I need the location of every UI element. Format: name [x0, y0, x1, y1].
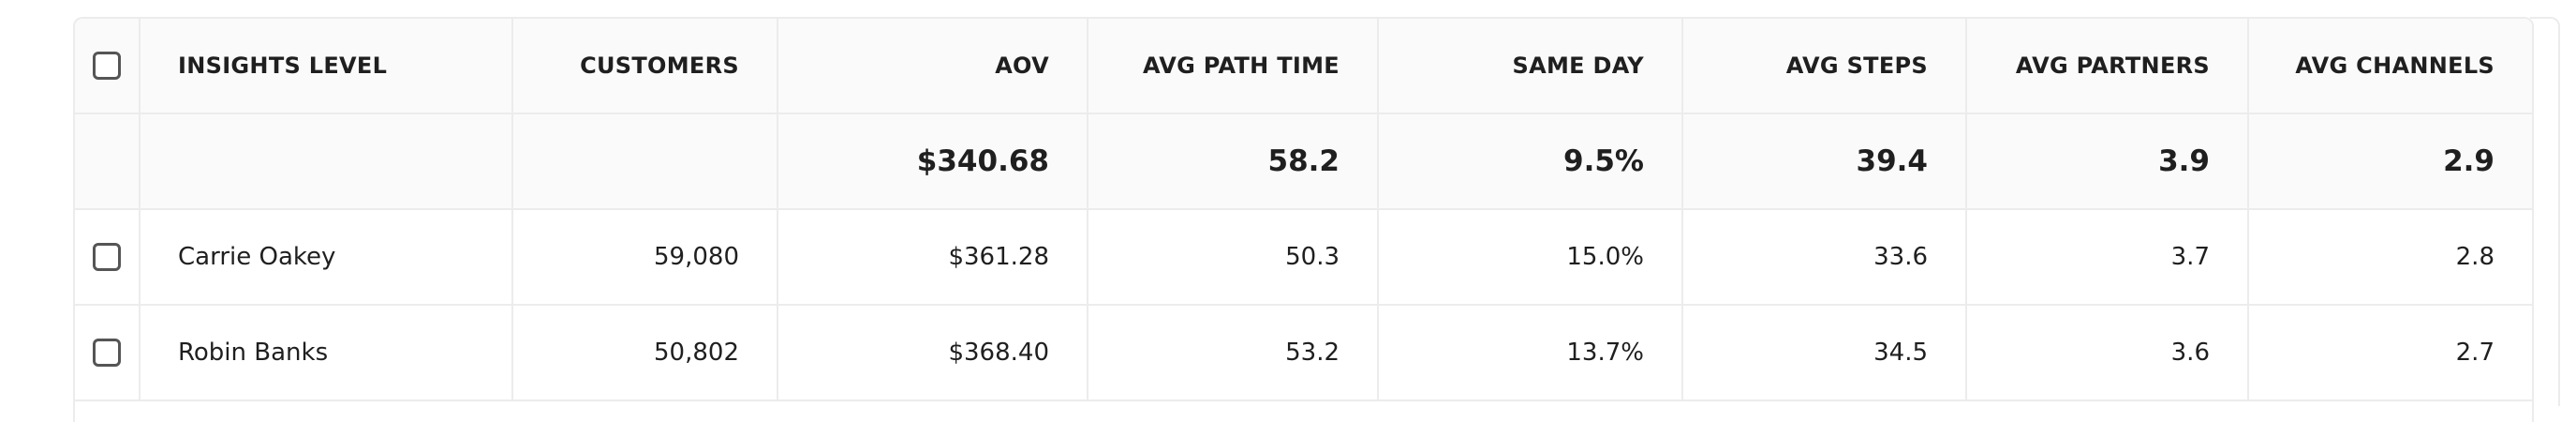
column-header-text: AVG PATH TIME — [1143, 53, 1340, 79]
column-header-text: AVG PARTNERS — [2015, 53, 2210, 79]
summary-cell: 2.9 — [2249, 114, 2532, 208]
data-cell-text: 13.7% — [1566, 339, 1644, 367]
data-cell: 33.6 — [1683, 210, 1967, 304]
data-cell: 3.7 — [1967, 210, 2249, 304]
data-cell-text: 59,080 — [654, 243, 739, 271]
select-all — [75, 19, 141, 113]
summary-cell: 9.5% — [1379, 114, 1683, 208]
column-header-text: AVG STEPS — [1785, 53, 1928, 79]
column-header: CUSTOMERS — [513, 19, 778, 113]
column-header: SAME DAY — [1379, 19, 1683, 113]
data-cell-text: 53.2 — [1285, 339, 1340, 367]
data-table: INSIGHTS LEVEL CUSTOMERS AOV AVG PATH TIME S… — [73, 17, 2534, 422]
summary-cell — [141, 114, 513, 208]
checkbox[interactable] — [93, 339, 121, 367]
data-cell-text: 33.6 — [1873, 243, 1928, 271]
column-header-text: CUSTOMERS — [580, 53, 739, 79]
data-cell-text: $361.28 — [948, 243, 1049, 271]
data-cell: 3.6 — [1967, 306, 2249, 399]
column-header: INSIGHTS LEVEL — [141, 19, 513, 113]
column-header-text: SAME DAY — [1512, 53, 1644, 79]
data-cell-text: 3.7 — [2170, 243, 2210, 271]
data-cell: $368.40 — [778, 306, 1088, 399]
data-cell-text: 3.6 — [2170, 339, 2210, 367]
data-cell: Robin Banks — [141, 306, 513, 399]
summary-cell: $340.68 — [778, 114, 1088, 208]
checkbox[interactable] — [93, 52, 121, 80]
data-cell: 34.5 — [1683, 306, 1967, 399]
data-cell: 15.0% — [1379, 210, 1683, 304]
data-cell-text: 2.8 — [2455, 243, 2495, 271]
data-cell-text: Robin Banks — [178, 339, 329, 367]
summary-cell-text: 58.2 — [1267, 144, 1340, 178]
data-cell-text: 15.0% — [1566, 243, 1644, 271]
column-header: AVG PARTNERS — [1967, 19, 2249, 113]
data-cell-text: 2.7 — [2455, 339, 2495, 367]
column-header: AVG PATH TIME — [1088, 19, 1379, 113]
data-cell: 2.7 — [2249, 306, 2532, 399]
summary-cell-text: $340.68 — [916, 144, 1049, 178]
summary-cell — [75, 114, 141, 208]
summary-cell: 39.4 — [1683, 114, 1967, 208]
data-cell: 59,080 — [513, 210, 778, 304]
data-cell-text: Carrie Oakey — [178, 243, 336, 271]
data-cell-text: $368.40 — [948, 339, 1049, 367]
column-header-text: AVG CHANNELS — [2295, 53, 2495, 79]
data-cell-text: 50.3 — [1285, 243, 1340, 271]
column-header-text: INSIGHTS LEVEL — [178, 53, 388, 79]
data-row: Carrie Oakey 59,080 $361.28 50.3 15.0% 33.6 3.… — [75, 210, 2532, 306]
data-cell: 50.3 — [1088, 210, 1379, 304]
data-cell: 53.2 — [1088, 306, 1379, 399]
data-cell: 13.7% — [1379, 306, 1683, 399]
data-cell: 50,802 — [513, 306, 778, 399]
column-header: AOV — [778, 19, 1088, 113]
data-cell: $361.28 — [778, 210, 1088, 304]
summary-cell: 3.9 — [1967, 114, 2249, 208]
header-row: INSIGHTS LEVEL CUSTOMERS AOV AVG PATH TIME S… — [75, 19, 2532, 114]
summary-cell — [513, 114, 778, 208]
data-cell-text: 34.5 — [1873, 339, 1928, 367]
scrollbar-track — [2530, 17, 2560, 406]
data-cell-text: 50,802 — [654, 339, 739, 367]
column-header: AVG STEPS — [1683, 19, 1967, 113]
row-select — [75, 210, 141, 304]
summary-cell-text: 2.9 — [2443, 144, 2495, 178]
summary-cell: 58.2 — [1088, 114, 1379, 208]
page: {"table": { "headers": ["INSIGHTS LEVEL"… — [73, 17, 2560, 422]
summary-cell-text: 3.9 — [2158, 144, 2210, 178]
data-row: Robin Banks 50,802 $368.40 53.2 13.7% 34.5 3.6… — [75, 306, 2532, 401]
column-header-text: AOV — [995, 53, 1049, 79]
row-select — [75, 306, 141, 399]
column-header: AVG CHANNELS — [2249, 19, 2532, 113]
summary-row: $340.68 58.2 9.5% 39.4 3.9 2.9 — [75, 114, 2532, 210]
checkbox[interactable] — [93, 243, 121, 271]
summary-cell-text: 9.5% — [1563, 144, 1644, 178]
summary-cell-text: 39.4 — [1856, 144, 1929, 178]
data-cell: 2.8 — [2249, 210, 2532, 304]
data-cell: Carrie Oakey — [141, 210, 513, 304]
